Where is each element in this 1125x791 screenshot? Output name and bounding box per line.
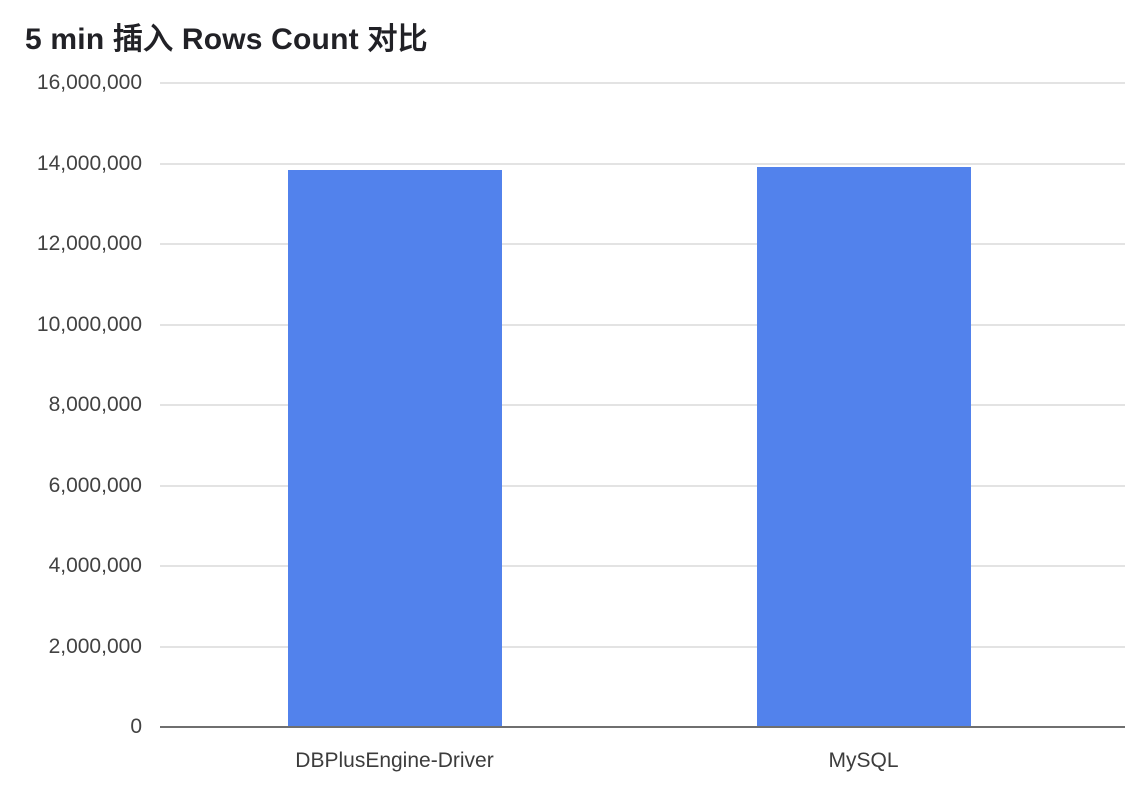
x-axis-baseline bbox=[160, 726, 1125, 728]
gridline bbox=[160, 323, 1125, 326]
y-tick-label: 10,000,000 bbox=[36, 312, 142, 336]
y-tick-label: 12,000,000 bbox=[36, 232, 142, 255]
y-tick-label: 6,000,000 bbox=[48, 473, 142, 497]
gridline bbox=[160, 645, 1125, 648]
bar-MySQL bbox=[756, 166, 971, 727]
y-tick-label: 14,000,000 bbox=[36, 151, 142, 175]
y-tick-label: 4,000,000 bbox=[48, 554, 142, 577]
gridline bbox=[160, 484, 1125, 487]
y-tick-label: 16,000,000 bbox=[36, 71, 142, 94]
chart-title: 5 min 插入 Rows Count 对比 bbox=[25, 23, 428, 56]
gridline bbox=[160, 243, 1125, 245]
x-category-label: MySQL bbox=[828, 749, 899, 772]
y-tick-label: 0 bbox=[130, 715, 142, 738]
gridline bbox=[160, 404, 1125, 406]
y-tick-label: 8,000,000 bbox=[48, 393, 142, 416]
gridline bbox=[160, 82, 1125, 84]
x-category-label: DBPlusEngine-Driver bbox=[295, 749, 494, 772]
gridline bbox=[160, 162, 1125, 165]
gridline bbox=[160, 565, 1125, 567]
y-tick-label: 2,000,000 bbox=[48, 634, 142, 658]
bar-DBPlusEngine-Driver bbox=[287, 169, 502, 727]
